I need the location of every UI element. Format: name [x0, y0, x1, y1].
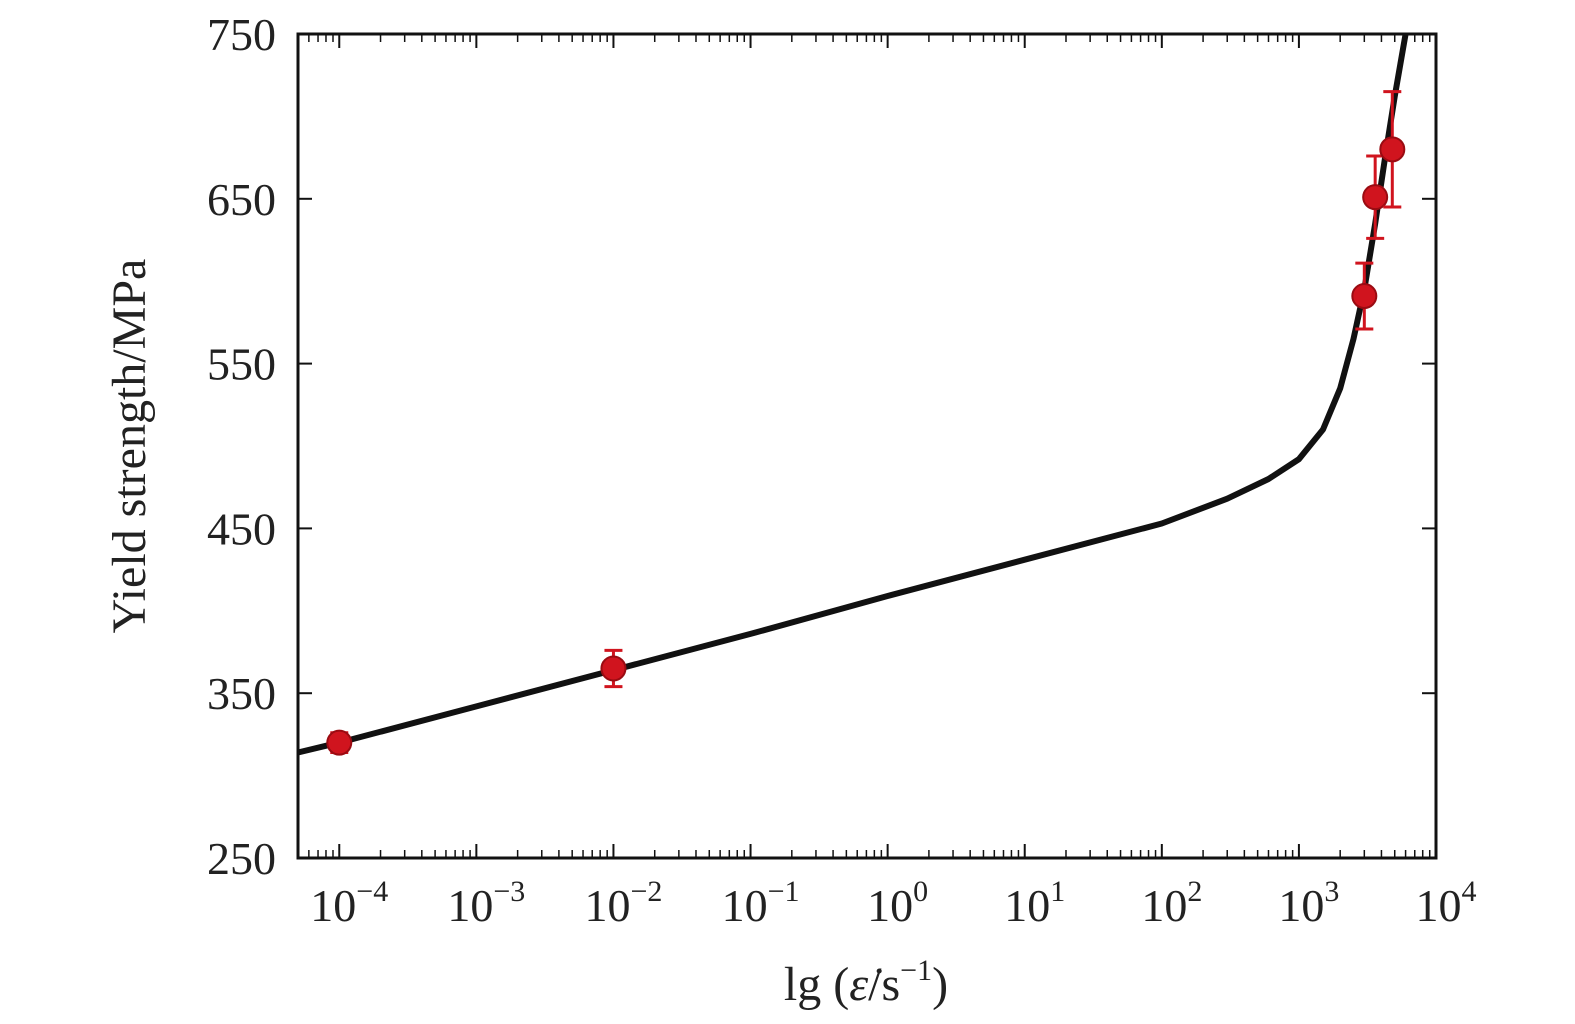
x-tick-label-base-6: 10	[1141, 880, 1187, 931]
x-tick-label-base-4: 10	[867, 880, 913, 931]
x-tick-label-exp-2: −2	[630, 875, 662, 908]
data-point-3	[1362, 184, 1389, 211]
y-tick-label-1: 350	[207, 668, 276, 719]
x-tick-label-0: 10−4	[310, 875, 388, 931]
x-tick-label-exp-3: −1	[768, 875, 800, 908]
x-tick-labels: 10−4 10−3 10−2 10−1 100 101 102 103 104	[310, 875, 1476, 931]
x-tick-label-base-0: 10	[310, 880, 356, 931]
x-tick-label-exp-4: 0	[913, 875, 928, 908]
x-tick-label-base-1: 10	[447, 880, 493, 931]
axis-ticks-layer	[298, 33, 1437, 859]
x-tick-label-3: 10−1	[722, 875, 800, 931]
x-tick-label-1: 10−3	[447, 875, 525, 931]
fit-curve	[297, 33, 1409, 756]
x-tick-label-6: 102	[1141, 875, 1202, 931]
x-tick-label-4: 100	[867, 875, 928, 931]
x-axis-label-exponent: −1	[900, 954, 932, 987]
x-axis-label: lg (ε̇/s−1)	[784, 954, 948, 1011]
x-tick-label-exp-7: 3	[1324, 875, 1339, 908]
plot-frame	[296, 32, 1438, 860]
data-point-4	[1379, 136, 1406, 163]
data-point-0	[326, 729, 353, 756]
x-tick-label-5: 101	[1004, 875, 1065, 931]
x-axis-label-unit: /s	[868, 958, 900, 1011]
x-tick-label-8: 104	[1416, 875, 1477, 931]
x-tick-label-base-7: 10	[1278, 880, 1324, 931]
y-tick-label-5: 750	[207, 9, 276, 60]
x-tick-label-2: 10−2	[584, 875, 662, 931]
x-tick-label-exp-1: −3	[493, 875, 525, 908]
y-axis-label: Yield strength/MPa	[103, 259, 156, 634]
data-point-1	[600, 655, 627, 682]
data-points-layer	[326, 90, 1406, 756]
fit-curve-layer	[297, 33, 1409, 756]
y-tick-label-3: 550	[207, 339, 276, 390]
x-tick-label-base-8: 10	[1416, 880, 1462, 931]
x-tick-label-base-2: 10	[584, 880, 630, 931]
y-tick-labels: 250 350 450 550 650 750	[207, 9, 276, 884]
y-tick-label-0: 250	[207, 833, 276, 884]
x-tick-label-exp-8: 4	[1462, 875, 1477, 908]
y-tick-label-2: 450	[207, 503, 276, 554]
x-tick-label-7: 103	[1278, 875, 1339, 931]
x-tick-label-base-3: 10	[722, 880, 768, 931]
y-tick-label-4: 650	[207, 174, 276, 225]
x-axis-label-prefix: lg (	[784, 958, 849, 1011]
x-axis-label-suffix: )	[932, 958, 948, 1011]
x-tick-label-exp-6: 2	[1187, 875, 1202, 908]
x-tick-label-exp-0: −4	[356, 875, 388, 908]
x-tick-label-exp-5: 1	[1050, 875, 1065, 908]
x-tick-label-base-5: 10	[1004, 880, 1050, 931]
data-point-2	[1351, 283, 1378, 310]
